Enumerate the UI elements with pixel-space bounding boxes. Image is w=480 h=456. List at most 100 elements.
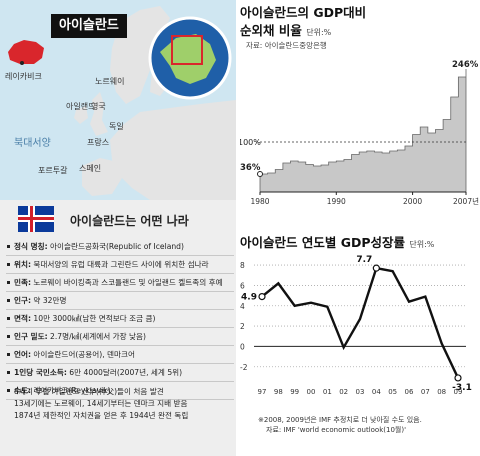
fact-value: 레이카비크(Reykjavik)	[31, 386, 111, 395]
ireland-shape	[74, 106, 88, 124]
growth-data-point	[359, 318, 361, 320]
iceland-shape	[8, 40, 44, 64]
label-north-atlantic: 북대서양	[14, 138, 51, 149]
x-tick-label: 05	[388, 388, 397, 396]
reference-line-label: 100%	[240, 138, 261, 147]
fact-list: 정식 명칭: 아이슬란드공화국(Republic of Iceland) 위치: …	[6, 238, 234, 400]
start-point-marker	[257, 171, 263, 177]
labeled-point-marker	[372, 264, 380, 272]
x-tick-label: 04	[372, 388, 381, 396]
history-line: 1874년 제한적인 자치권을 얻은 후 1944년 완전 독립	[14, 411, 189, 420]
fact-key: 1인당 국민소득:	[14, 368, 67, 377]
end-value-label: 246%	[452, 60, 479, 70]
growth-data-point	[293, 304, 296, 307]
fact-item: 인구 밀도: 2.7명/㎢(세계에서 가장 낮음)	[6, 328, 234, 346]
fact-item: 면적: 10만 3000㎢(남한 면적보다 조금 큼)	[6, 310, 234, 328]
history-text: 8세기 무렵 아일랜드 신부(神父)들이 처음 발견 13세기에는 노르웨이, …	[14, 386, 232, 422]
chart-source: 자료: IMF 'world economic outlook(10월)'	[266, 425, 406, 434]
fact-item: 정식 명칭: 아이슬란드공화국(Republic of Iceland)	[6, 238, 234, 256]
x-tick-label: 06	[405, 388, 414, 396]
growth-chart-unit: 단위:%	[409, 240, 435, 249]
fact-item: 위치: 북대서양의 유럽 대륙과 그린란드 사이에 위치한 섬나라	[6, 256, 234, 274]
y-tick-label: 4	[240, 302, 245, 311]
x-tick-label: 02	[339, 388, 348, 396]
debt-chart-unit: 단위:%	[306, 28, 332, 37]
fact-value: 아이슬란드공화국(Republic of Iceland)	[47, 242, 184, 251]
data-value-label: -3.1	[452, 383, 472, 393]
gdp-growth-chart: 8 6 4 2 0 -2 97 98 99 00 01 02 03 04 05 06 07 08 09 4.9 7.7 -…	[240, 255, 472, 434]
y-tick-label: 6	[240, 281, 245, 290]
x-tick-label: 09	[454, 388, 463, 396]
growth-data-point	[277, 282, 280, 285]
fact-value: 2.7명/㎢(세계에서 가장 낮음)	[47, 332, 146, 341]
chart-note: ※2008, 2009년은 IMF 추정치로 더 낮아질 수도 있음.	[258, 415, 422, 424]
globe-highlight-box	[171, 35, 203, 65]
label-reykjavik: 레이카비크	[5, 72, 42, 81]
fact-value: 아이슬란드어(공용어), 덴마크어	[31, 350, 136, 359]
iceland-flag-icon	[18, 206, 54, 232]
europe-map: 아이슬란드 레이카비크 노르웨이 아일랜드 영국 독일 프랑스 포르투갈 스페인…	[0, 0, 236, 200]
debt-chart-source: 자료: 아이슬란드중앙은행	[246, 41, 327, 50]
fact-value: 노르웨이 바이킹족과 스코틀랜드 및 아일랜드 켈트족의 후예	[31, 278, 223, 287]
labeled-point-marker	[258, 292, 266, 301]
reykjavik-marker	[20, 61, 24, 65]
history-line: 8세기 무렵 아일랜드 신부(神父)들이 처음 발견	[14, 387, 164, 396]
y-tick-label: 8	[240, 261, 245, 270]
growth-data-point	[440, 342, 443, 345]
debt-chart-subtitle: 순외채 비율 단위:%	[240, 23, 332, 38]
fact-item: 인구: 약 32만명	[6, 292, 234, 310]
x-tick-label: 07	[421, 388, 430, 396]
y-tick-label: -2	[240, 363, 248, 372]
growth-data-point	[408, 300, 410, 303]
iberia-shape	[82, 158, 122, 196]
fact-key: 민족:	[14, 278, 32, 287]
debt-area-series	[259, 69, 467, 193]
continent-shape	[110, 100, 236, 200]
fact-item: 민족: 노르웨이 바이킹족과 스코틀랜드 및 아일랜드 켈트족의 후예	[6, 274, 234, 292]
fact-key: 수도:	[14, 386, 32, 395]
start-value-label: 36%	[240, 163, 261, 173]
growth-line-series	[261, 266, 460, 379]
x-tick-label: 2007년	[453, 196, 479, 206]
uk-shape	[90, 92, 108, 136]
fact-key: 인구:	[14, 296, 32, 305]
fact-key: 정식 명칭:	[14, 242, 48, 251]
debt-ratio-chart: 100% 36% 246% 1980 1990 2000 2007년	[240, 60, 479, 206]
growth-chart-title: 아이슬란드 연도별 GDP성장률 단위:%	[240, 235, 435, 250]
label-portugal: 포르투갈	[38, 166, 68, 175]
fact-value: 6만 4000달러(2007년, 세계 5위)	[66, 368, 183, 377]
label-norway: 노르웨이	[95, 77, 125, 86]
fact-value: 약 32만명	[31, 296, 67, 305]
fact-item: 수도: 레이카비크(Reykjavik)	[6, 382, 234, 400]
growth-data-point	[310, 301, 312, 304]
labeled-point-marker	[454, 374, 462, 382]
label-germany: 독일	[109, 122, 124, 131]
iceland-info-panel: 아이슬란드 레이카비크 노르웨이 아일랜드 영국 독일 프랑스 포르투갈 스페인…	[0, 0, 236, 456]
growth-data-point	[424, 295, 427, 298]
fact-key: 위치:	[14, 260, 32, 269]
data-value-label: 7.7	[356, 255, 372, 265]
growth-data-point	[326, 305, 329, 308]
data-value-label: 4.9	[241, 293, 257, 303]
x-tick-label: 2000	[403, 197, 422, 206]
fact-key: 면적:	[14, 314, 32, 323]
label-france: 프랑스	[87, 138, 110, 147]
x-tick-label: 00	[307, 388, 316, 396]
x-tick-label: 99	[290, 388, 299, 396]
x-tick-label: 1980	[250, 197, 269, 206]
info-title: 아이슬란드는 어떤 나라	[70, 214, 189, 228]
x-tick-label: 08	[437, 388, 446, 396]
growth-data-point	[391, 270, 394, 272]
fact-key: 언어:	[14, 350, 32, 359]
fact-value: 10만 3000㎢(남한 면적보다 조금 큼)	[31, 314, 156, 323]
y-tick-label: 2	[240, 322, 245, 331]
x-tick-label: 1990	[327, 197, 346, 206]
x-tick-label: 97	[258, 388, 267, 396]
x-tick-label: 98	[274, 388, 283, 396]
map-title: 아이슬란드	[51, 14, 127, 38]
label-ireland: 아일랜드	[66, 102, 96, 111]
debt-chart-title: 아이슬란드의 GDP대비	[240, 5, 367, 20]
history-line: 13세기에는 노르웨이, 14세기부터는 덴마크 지배 받음	[14, 399, 188, 408]
fact-item: 언어: 아이슬란드어(공용어), 덴마크어	[6, 346, 234, 364]
fact-item: 1인당 국민소득: 6만 4000달러(2007년, 세계 5위)	[6, 364, 234, 382]
